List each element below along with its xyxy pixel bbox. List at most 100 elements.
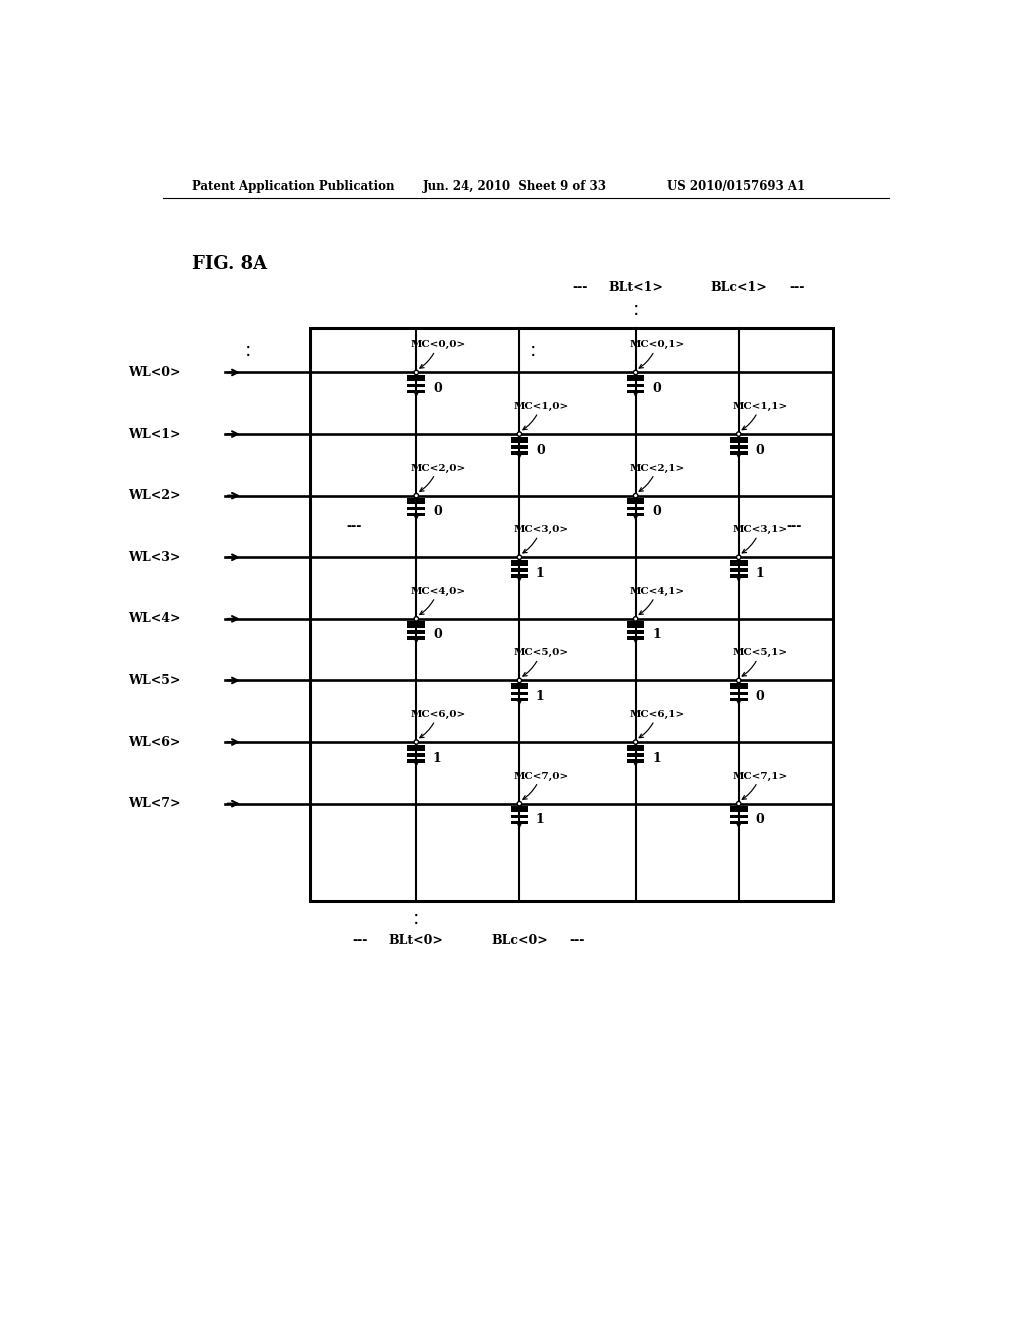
Bar [511, 569, 528, 572]
Bar [627, 744, 644, 751]
Bar [408, 630, 425, 634]
Bar [511, 560, 528, 566]
Text: :: : [413, 909, 420, 928]
Text: 0: 0 [433, 381, 441, 395]
Bar [408, 759, 425, 763]
Text: BLc<1>: BLc<1> [711, 281, 767, 294]
Bar [627, 512, 644, 516]
Text: WL<6>: WL<6> [128, 735, 180, 748]
Text: :: : [633, 300, 639, 318]
Text: 0: 0 [756, 813, 764, 826]
Text: MC<5,0>: MC<5,0> [513, 648, 568, 657]
Bar [730, 569, 748, 572]
Circle shape [634, 741, 638, 744]
Text: MC<3,1>: MC<3,1> [732, 525, 787, 535]
Bar [730, 807, 748, 812]
Bar [408, 744, 425, 751]
Bar [627, 630, 644, 634]
Bar [408, 754, 425, 756]
Text: 0: 0 [756, 690, 764, 704]
Text: MC<1,1>: MC<1,1> [732, 403, 787, 411]
Bar [408, 389, 425, 393]
Text: 0: 0 [652, 506, 660, 519]
Text: 0: 0 [652, 381, 660, 395]
Text: MC<1,0>: MC<1,0> [513, 403, 568, 411]
Text: ---: --- [572, 281, 588, 294]
Text: ---: --- [569, 933, 585, 946]
Circle shape [736, 801, 741, 805]
Circle shape [736, 678, 741, 682]
Text: Jun. 24, 2010  Sheet 9 of 33: Jun. 24, 2010 Sheet 9 of 33 [423, 180, 606, 193]
Bar [730, 697, 748, 701]
Bar [627, 375, 644, 381]
Text: MC<6,0>: MC<6,0> [410, 710, 465, 719]
Text: BLc<0>: BLc<0> [490, 933, 548, 946]
Text: 0: 0 [756, 444, 764, 457]
Bar [511, 807, 528, 812]
Text: :: : [529, 341, 536, 359]
Text: :: : [245, 341, 251, 359]
Bar [408, 636, 425, 640]
Circle shape [736, 432, 741, 436]
Bar [627, 759, 644, 763]
Circle shape [736, 556, 741, 560]
Bar [408, 507, 425, 511]
Text: BLt<0>: BLt<0> [389, 933, 443, 946]
Text: WL<3>: WL<3> [128, 550, 180, 564]
Text: ---: --- [346, 520, 362, 533]
Text: MC<0,0>: MC<0,0> [410, 341, 465, 350]
Text: MC<2,0>: MC<2,0> [410, 463, 465, 473]
Text: 0: 0 [433, 628, 441, 642]
Bar [511, 574, 528, 578]
Text: 0: 0 [433, 506, 441, 519]
Text: ---: --- [353, 933, 369, 946]
Text: ---: --- [786, 520, 802, 533]
Circle shape [634, 371, 638, 375]
Bar [627, 636, 644, 640]
Bar [730, 682, 748, 689]
Text: WL<1>: WL<1> [128, 428, 180, 441]
Text: 1: 1 [652, 751, 660, 764]
Circle shape [517, 432, 521, 436]
Bar [511, 451, 528, 455]
Bar [511, 437, 528, 442]
Circle shape [517, 801, 521, 805]
Text: MC<4,0>: MC<4,0> [410, 587, 465, 595]
Bar [730, 437, 748, 442]
Text: MC<2,1>: MC<2,1> [630, 463, 685, 473]
Bar [627, 622, 644, 627]
Text: 1: 1 [433, 751, 441, 764]
Text: MC<7,0>: MC<7,0> [513, 772, 568, 780]
Text: Patent Application Publication: Patent Application Publication [191, 180, 394, 193]
Bar [310, 327, 834, 902]
Circle shape [634, 616, 638, 620]
Text: MC<7,1>: MC<7,1> [732, 772, 787, 780]
Bar [627, 498, 644, 504]
Bar [730, 814, 748, 818]
Bar [408, 512, 425, 516]
Text: ---: --- [790, 281, 805, 294]
Bar [730, 574, 748, 578]
Text: MC<4,1>: MC<4,1> [630, 587, 685, 595]
Circle shape [517, 678, 521, 682]
Text: WL<5>: WL<5> [128, 675, 180, 686]
Circle shape [414, 616, 419, 620]
Bar [511, 692, 528, 696]
Bar [730, 445, 748, 449]
Bar [408, 498, 425, 504]
Circle shape [634, 494, 638, 498]
Text: WL<4>: WL<4> [128, 612, 180, 626]
Text: 1: 1 [536, 566, 545, 579]
Bar [511, 814, 528, 818]
Bar [730, 692, 748, 696]
Text: WL<2>: WL<2> [128, 490, 180, 502]
Text: 1: 1 [536, 813, 545, 826]
Bar [730, 821, 748, 825]
Bar [511, 697, 528, 701]
Text: 1: 1 [536, 690, 545, 704]
Bar [408, 384, 425, 387]
Text: BLt<1>: BLt<1> [608, 281, 664, 294]
Bar [730, 451, 748, 455]
Bar [627, 507, 644, 511]
Text: MC<6,1>: MC<6,1> [630, 710, 685, 719]
